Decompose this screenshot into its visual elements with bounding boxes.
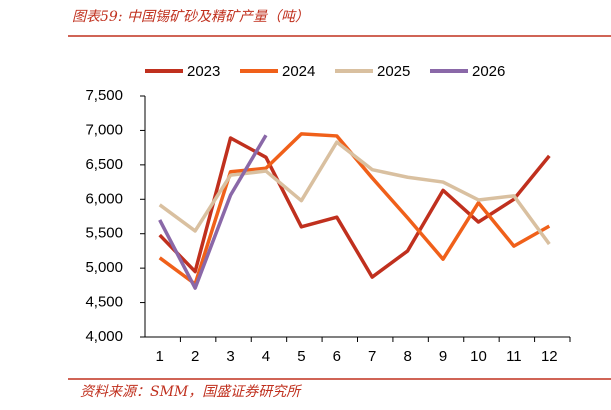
plot-area: 4,000 4,500 5,000 5,500 6,000 6,500 7,000 7,500… bbox=[85, 63, 571, 365]
x-tick-label: 10 bbox=[470, 348, 487, 365]
series-line bbox=[158, 136, 551, 279]
y-tick-label: 5,000 bbox=[85, 259, 123, 276]
source: 资料来源：SMM，国盛证券研究所 bbox=[80, 384, 302, 400]
x-tick-label: 5 bbox=[297, 348, 305, 365]
x-tick-label: 12 bbox=[541, 348, 558, 365]
x-tick-label: 3 bbox=[226, 348, 234, 365]
y-tick-label: 7,500 bbox=[85, 87, 123, 104]
legend-label: 2025 bbox=[377, 63, 410, 80]
x-tick-label: 7 bbox=[368, 348, 376, 365]
x-tick-label: 11 bbox=[506, 348, 522, 365]
series-line bbox=[158, 134, 268, 290]
x-tick-label: 4 bbox=[262, 348, 270, 365]
y-tick-label: 7,000 bbox=[85, 121, 123, 138]
legend-label: 2026 bbox=[472, 63, 505, 80]
x-tick-label: 6 bbox=[333, 348, 341, 365]
y-tick-label: 6,000 bbox=[85, 190, 123, 207]
legend-label: 2023 bbox=[187, 63, 220, 80]
x-tick-label: 8 bbox=[403, 348, 411, 365]
x-tick-label: 2 bbox=[191, 348, 199, 365]
x-tick-label: 1 bbox=[156, 348, 164, 365]
y-tick-label: 4,500 bbox=[85, 294, 123, 311]
series-line bbox=[158, 140, 551, 246]
legend-label: 2024 bbox=[282, 63, 315, 80]
chart-title: 图表59: 中国锡矿砂及精矿产量（吨） bbox=[72, 9, 309, 25]
x-tick-label: 9 bbox=[439, 348, 447, 365]
y-tick-label: 4,000 bbox=[85, 328, 123, 345]
y-tick-label: 6,500 bbox=[85, 156, 123, 173]
y-tick-label: 5,500 bbox=[85, 225, 123, 242]
